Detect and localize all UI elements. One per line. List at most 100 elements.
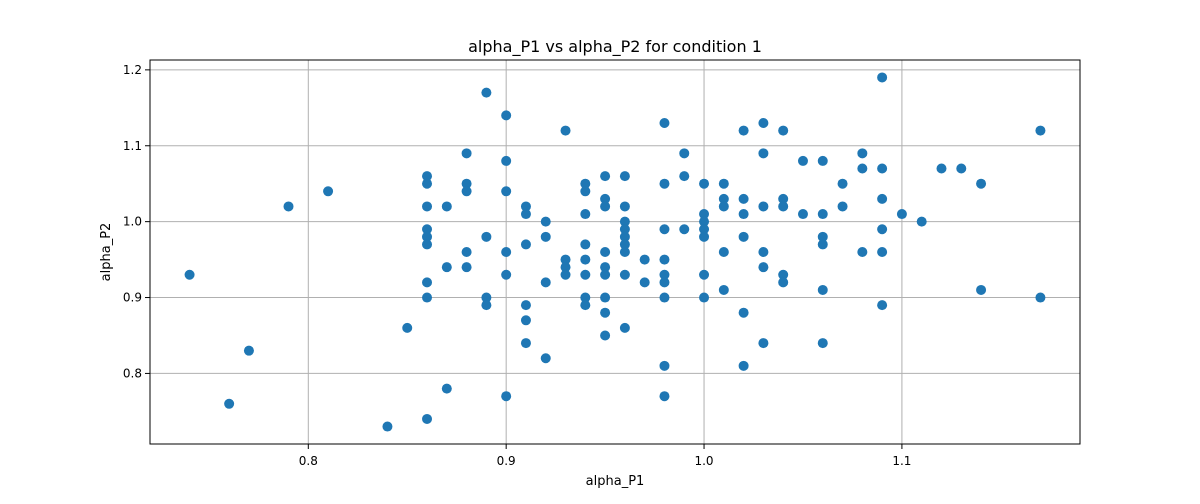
scatter-point	[758, 117, 769, 128]
scatter-point	[600, 330, 611, 341]
scatter-point	[422, 231, 433, 242]
scatter-point	[659, 277, 670, 288]
scatter-point	[699, 209, 710, 220]
y-tick-label: 0.9	[123, 291, 142, 305]
scatter-point	[619, 231, 630, 242]
y-axis-label: alpha_P2	[99, 223, 114, 282]
scatter-point	[520, 300, 531, 311]
scatter-point	[481, 300, 492, 311]
scatter-point	[817, 209, 828, 220]
scatter-point	[600, 292, 611, 303]
scatter-point	[659, 269, 670, 280]
scatter-point	[600, 171, 611, 182]
scatter-point	[718, 178, 729, 189]
scatter-point	[441, 201, 452, 212]
scatter-point	[600, 269, 611, 280]
scatter-point	[580, 209, 591, 220]
scatter-point	[619, 239, 630, 250]
scatter-point	[422, 171, 433, 182]
scatter-point	[619, 247, 630, 257]
scatter-point	[422, 239, 433, 250]
scatter-point	[1035, 125, 1046, 136]
scatter-point	[580, 300, 591, 311]
scatter-point	[718, 201, 729, 212]
scatter-point	[877, 300, 888, 311]
scatter-point	[778, 277, 789, 288]
scatter-point	[877, 247, 888, 257]
scatter-point	[580, 178, 591, 189]
scatter-point	[718, 193, 729, 204]
scatter-point	[976, 284, 987, 295]
scatter-point	[224, 398, 235, 409]
scatter-point	[679, 148, 690, 159]
scatter-point	[283, 201, 294, 212]
scatter-point	[243, 345, 254, 356]
scatter-point	[600, 262, 611, 273]
scatter-point	[560, 262, 571, 273]
scatter-point	[817, 239, 828, 250]
scatter-point	[956, 163, 967, 174]
scatter-point	[738, 125, 749, 136]
scatter-point	[580, 239, 591, 250]
x-tick-label: 0.8	[299, 454, 318, 468]
scatter-point	[778, 201, 789, 212]
scatter-point	[718, 284, 729, 295]
y-tick-label: 1.2	[123, 63, 142, 77]
scatter-point	[738, 209, 749, 220]
scatter-point	[619, 224, 630, 235]
scatter-point	[422, 292, 433, 303]
scatter-point	[916, 216, 927, 227]
scatter-point	[817, 284, 828, 295]
scatter-point	[817, 155, 828, 166]
scatter-point	[699, 224, 710, 235]
scatter-point	[501, 269, 512, 280]
x-tick-label: 1.1	[892, 454, 911, 468]
scatter-point	[481, 292, 492, 303]
scatter-point	[738, 231, 749, 242]
scatter-point	[699, 269, 710, 280]
scatter-point	[461, 148, 472, 159]
scatter-point	[679, 224, 690, 235]
scatter-point	[520, 209, 531, 220]
scatter-point	[738, 307, 749, 318]
scatter-point	[600, 193, 611, 204]
scatter-point	[560, 254, 571, 265]
scatter-point	[501, 155, 512, 166]
scatter-point	[699, 292, 710, 303]
scatter-point	[619, 322, 630, 333]
scatter-point	[422, 413, 433, 424]
scatter-point	[758, 148, 769, 159]
scatter-point	[481, 231, 492, 242]
scatter-point	[501, 186, 512, 197]
scatter-point	[422, 178, 433, 189]
scatter-point	[402, 322, 413, 333]
scatter-point	[797, 155, 808, 166]
scatter-point	[877, 72, 888, 83]
scatter-point	[619, 269, 630, 280]
scatter-point	[560, 269, 571, 280]
y-tick-label: 1.1	[123, 139, 142, 153]
scatter-point	[619, 171, 630, 182]
scatter-point	[520, 239, 531, 250]
x-axis-ticks: 0.8 0.9 1.0 1.1	[299, 444, 911, 468]
scatter-point	[382, 421, 393, 432]
scatter-point	[323, 186, 334, 197]
scatter-point	[659, 391, 670, 402]
scatter-point	[501, 391, 512, 402]
scatter-point	[659, 224, 670, 235]
scatter-point	[1035, 292, 1046, 303]
scatter-point	[580, 254, 591, 265]
scatter-point	[422, 277, 433, 288]
scatter-point	[797, 209, 808, 220]
scatter-point	[699, 178, 710, 189]
scatter-point	[837, 178, 848, 189]
scatter-point	[619, 201, 630, 212]
scatter-point	[461, 178, 472, 189]
scatter-point	[778, 193, 789, 204]
scatter-point	[461, 262, 472, 273]
scatter-point	[520, 338, 531, 349]
scatter-point	[699, 216, 710, 227]
scatter-point	[679, 171, 690, 182]
